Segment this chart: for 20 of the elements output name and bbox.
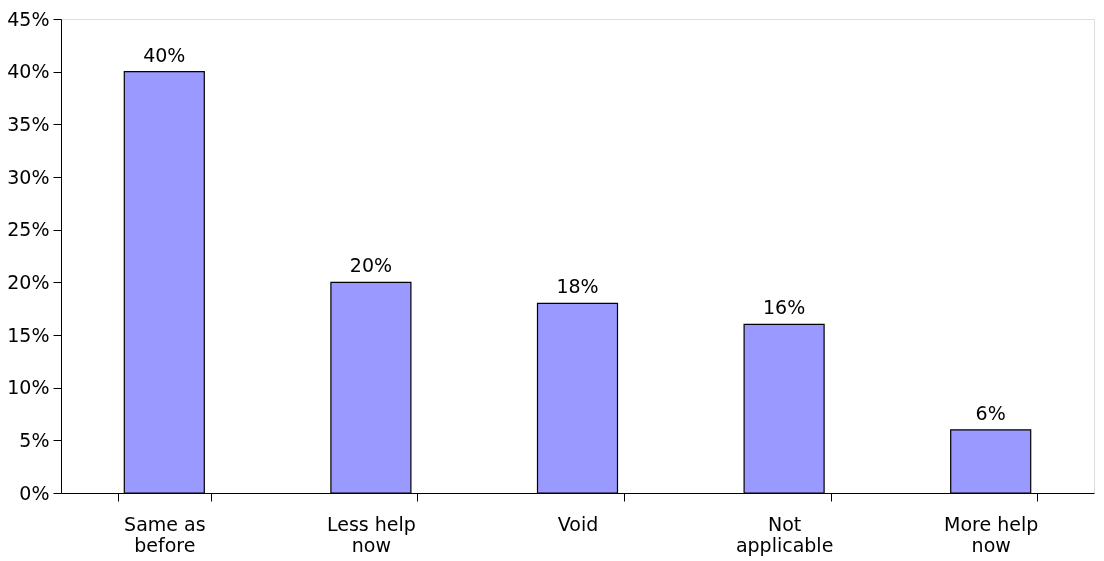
y-tick-label: 15% — [7, 323, 50, 346]
y-tick-label: 25% — [7, 218, 50, 241]
y-tick-label: 30% — [7, 165, 50, 188]
y-tick-label: 0% — [19, 481, 50, 504]
x-tick-label: Same as before — [124, 512, 206, 556]
x-tick-label: Void — [557, 512, 599, 535]
x-tick-label: Not applicable — [735, 512, 834, 556]
y-tick-label: 5% — [19, 428, 50, 451]
data-label: 18% — [556, 275, 599, 298]
data-label: 16% — [762, 296, 806, 319]
x-tick-label: More help now — [944, 512, 1039, 556]
y-tick-label: 35% — [7, 112, 50, 135]
x-tick-label: Less help now — [326, 512, 416, 556]
y-tick-label: 40% — [7, 60, 50, 83]
data-label: 6% — [975, 401, 1006, 424]
y-tick-label: 10% — [7, 376, 50, 399]
y-tick-label: 45% — [7, 7, 50, 30]
data-label: 20% — [349, 254, 393, 277]
y-tick-label: 20% — [7, 270, 50, 293]
data-label: 40% — [143, 43, 186, 66]
